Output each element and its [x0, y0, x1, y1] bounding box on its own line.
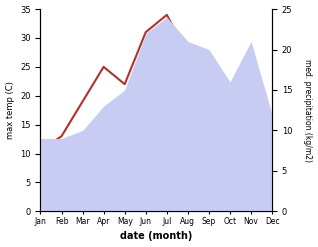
X-axis label: date (month): date (month) — [120, 231, 192, 242]
Y-axis label: max temp (C): max temp (C) — [5, 81, 15, 139]
Y-axis label: med. precipitation (kg/m2): med. precipitation (kg/m2) — [303, 59, 313, 162]
